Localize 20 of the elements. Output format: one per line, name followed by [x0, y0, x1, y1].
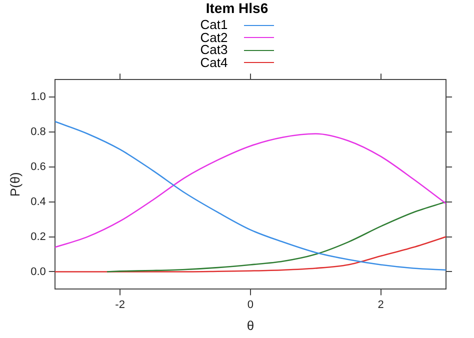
y-axis-title: P(θ)	[7, 172, 22, 197]
y-tick-label: 0.8	[30, 126, 46, 138]
legend-label: Cat3	[200, 42, 228, 57]
x-axis-title: θ	[246, 318, 254, 333]
x-tick-label: -2	[115, 298, 125, 311]
legend-label: Cat2	[200, 30, 228, 44]
line-series	[54, 120, 446, 271]
y-tick-label: 0.6	[30, 160, 46, 173]
y-tick-label: 0.0	[30, 266, 46, 278]
line-series	[54, 133, 446, 248]
line-series	[54, 236, 446, 272]
legend-label: Cat4	[200, 54, 228, 70]
line-series	[106, 201, 446, 272]
legend-label: Cat1	[200, 17, 228, 32]
x-tick-label: 0	[247, 298, 254, 311]
y-tick-label: 1.0	[30, 91, 46, 104]
y-tick-label: 0.2	[30, 230, 46, 243]
y-tick-label: 0.4	[30, 196, 46, 208]
x-tick-label: 2	[378, 298, 384, 311]
chart-title: Item Hls6	[204, 0, 270, 16]
